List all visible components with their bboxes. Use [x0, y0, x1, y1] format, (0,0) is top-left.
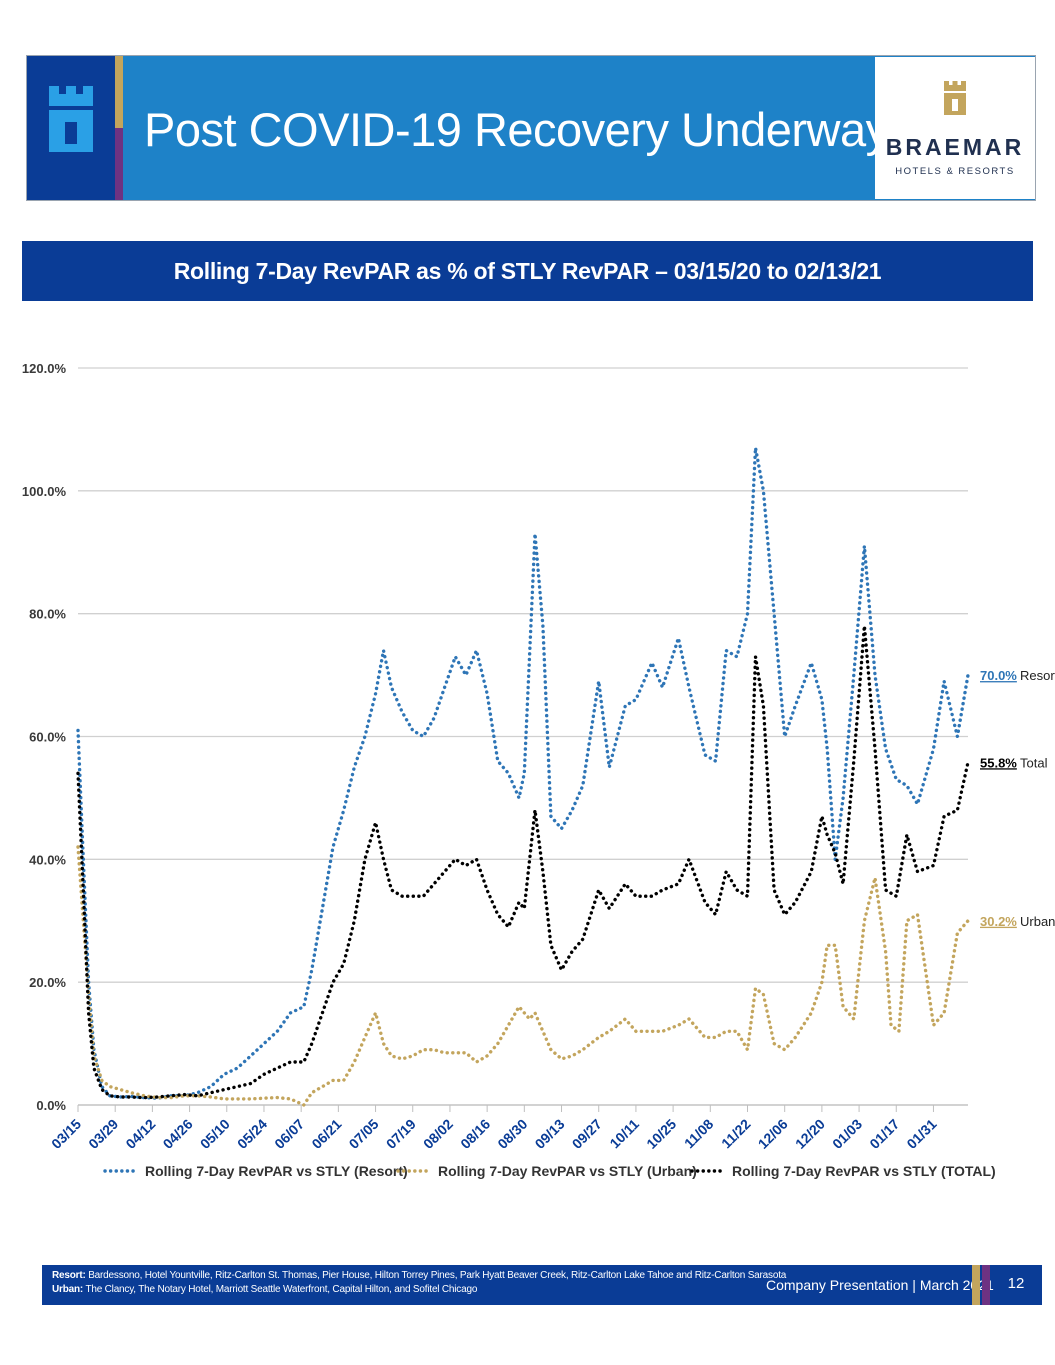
castle-tower-logo-icon: [944, 81, 966, 115]
x-tick-label: 10/11: [606, 1116, 642, 1152]
x-tick-label: 03/29: [85, 1116, 121, 1152]
x-tick-label: 08/30: [494, 1116, 530, 1152]
y-tick-label: 20.0%: [29, 975, 66, 990]
logo-name: BRAEMAR: [885, 134, 1025, 160]
x-tick-label: 04/12: [122, 1116, 158, 1152]
end-label-name: Total: [1020, 755, 1048, 770]
x-tick-label: 10/25: [643, 1116, 679, 1152]
braemar-logo: BRAEMAR HOTELS & RESORTS: [875, 57, 1035, 199]
legend-item-resort: Rolling 7-Day RevPAR vs STLY (Resort): [103, 1163, 408, 1179]
x-tick-label: 11/22: [718, 1116, 754, 1152]
chart-title-banner: Rolling 7-Day RevPAR as % of STLY RevPAR…: [22, 241, 1033, 301]
end-label-name: Urban: [1020, 914, 1055, 929]
x-tick-label: 07/19: [383, 1116, 419, 1152]
x-tick-label: 04/26: [160, 1116, 196, 1152]
footer-presentation-label: Company Presentation | March 2021: [766, 1277, 994, 1293]
y-tick-label: 120.0%: [22, 361, 67, 376]
x-tick-label: 11/08: [681, 1116, 717, 1152]
legend-label: Rolling 7-Day RevPAR vs STLY (Urban): [438, 1163, 697, 1179]
legend-item-total: Rolling 7-Day RevPAR vs STLY (TOTAL): [690, 1163, 996, 1179]
series-line-urban: [76, 845, 970, 1107]
logo-subtitle: HOTELS & RESORTS: [895, 166, 1015, 177]
x-tick-label: 07/05: [346, 1116, 382, 1152]
x-tick-label: 01/31: [903, 1116, 939, 1152]
y-tick-label: 40.0%: [29, 852, 66, 867]
footer-gold-accent: [972, 1265, 980, 1305]
footer-notes: Resort: Bardessono, Hotel Yountville, Ri…: [52, 1269, 786, 1297]
x-tick-label: 12/20: [792, 1116, 828, 1152]
page-title: Post COVID-19 Recovery Underway: [144, 103, 889, 156]
footer-bar: Resort: Bardessono, Hotel Yountville, Ri…: [42, 1265, 1042, 1305]
castle-tower-icon: [49, 86, 93, 152]
x-tick-label: 05/10: [197, 1116, 233, 1152]
y-tick-label: 60.0%: [29, 730, 66, 745]
end-label-value: 55.8%: [980, 755, 1017, 770]
footer-purple-accent: [982, 1265, 990, 1305]
page-number: 12: [1007, 1275, 1025, 1292]
gold-accent-bar: [115, 56, 123, 128]
end-label-resort: 70.0% Resort: [980, 668, 1055, 683]
legend-label: Rolling 7-Day RevPAR vs STLY (Resort): [145, 1163, 408, 1179]
x-tick-label: 03/15: [48, 1116, 84, 1152]
x-tick-label: 05/24: [234, 1116, 270, 1152]
end-label-name: Resort: [1020, 668, 1055, 683]
x-tick-label: 12/06: [755, 1116, 791, 1152]
x-tick-label: 09/27: [569, 1116, 605, 1152]
legend-item-urban: Rolling 7-Day RevPAR vs STLY (Urban): [396, 1163, 697, 1179]
y-tick-label: 0.0%: [36, 1098, 66, 1113]
x-tick-label: 06/21: [308, 1116, 344, 1152]
end-label-urban: 30.2% Urban: [980, 914, 1055, 929]
x-tick-label: 09/13: [532, 1116, 568, 1152]
legend-label: Rolling 7-Day RevPAR vs STLY (TOTAL): [732, 1163, 996, 1179]
end-label-total: 55.8% Total: [980, 755, 1048, 770]
series-line-total: [76, 624, 970, 1100]
purple-accent-bar: [115, 128, 123, 200]
end-label-value: 70.0%: [980, 668, 1017, 683]
x-tick-label: 06/07: [271, 1116, 307, 1152]
footer-resort-line: Resort: Bardessono, Hotel Yountville, Ri…: [52, 1270, 787, 1281]
x-tick-label: 01/17: [866, 1116, 902, 1152]
x-tick-label: 08/16: [457, 1116, 493, 1152]
end-label-value: 30.2%: [980, 914, 1017, 929]
footer-urban-line: Urban: The Clancy, The Notary Hotel, Mar…: [52, 1284, 478, 1295]
x-tick-label: 08/02: [420, 1116, 456, 1152]
header-bar: Post COVID-19 Recovery Underway BRAEMAR …: [26, 55, 1036, 201]
revpar-line-chart: 120.0% 100.0% 80.0% 60.0% 40.0% 20.0% 0.0% 03/…: [22, 361, 1055, 1179]
y-tick-label: 100.0%: [22, 484, 67, 499]
header-icon-panel: [27, 56, 115, 200]
series-line-resort: [76, 446, 970, 1100]
x-tick-label: 01/03: [829, 1116, 865, 1152]
y-tick-label: 80.0%: [29, 607, 66, 622]
